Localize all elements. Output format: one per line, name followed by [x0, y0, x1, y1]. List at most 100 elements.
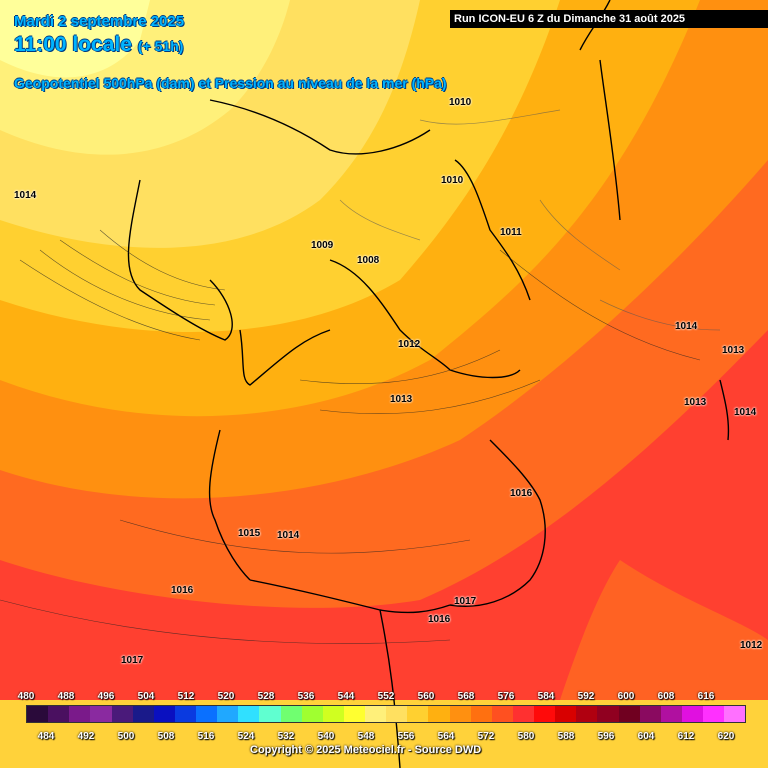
pressure-label: 1013: [684, 397, 707, 408]
legend-swatch: [343, 706, 365, 722]
legend-swatch: [69, 706, 91, 722]
legend-swatch: [449, 706, 471, 722]
legend-tick-bottom: 532: [277, 731, 295, 742]
legend-tick-bottom: 580: [517, 731, 535, 742]
legend-swatch: [322, 706, 344, 722]
legend-tick-top: 592: [577, 691, 595, 702]
legend-tick-bottom: 500: [117, 731, 135, 742]
pressure-label: 1016: [510, 488, 533, 499]
legend-tick-top: 528: [257, 691, 275, 702]
legend-swatch: [386, 706, 408, 722]
legend-tick-top: 608: [657, 691, 675, 702]
legend-swatch: [703, 706, 725, 722]
pressure-label: 1013: [390, 394, 413, 405]
legend-tick-bottom: 596: [597, 731, 615, 742]
legend-swatch: [280, 706, 302, 722]
legend-tick-top: 568: [457, 691, 475, 702]
legend-swatch: [365, 706, 387, 722]
legend-tick-bottom: 548: [357, 731, 375, 742]
legend-tick-top: 560: [417, 691, 435, 702]
legend-swatch: [470, 706, 492, 722]
legend-swatch: [491, 706, 513, 722]
pressure-label: 1014: [14, 190, 37, 201]
pressure-label: 1008: [357, 255, 380, 266]
pressure-label: 1014: [675, 321, 698, 332]
legend-swatch: [681, 706, 703, 722]
legend-tick-top: 504: [137, 691, 155, 702]
legend-tick-bottom: 492: [77, 731, 95, 742]
pressure-label: 1010: [441, 175, 464, 186]
legend-swatch: [724, 706, 746, 722]
legend-tick-top: 536: [297, 691, 315, 702]
map-time: 11:00 locale (+ 51h): [14, 33, 183, 57]
legend-tick-top: 544: [337, 691, 355, 702]
legend-tick-top: 576: [497, 691, 515, 702]
legend-tick-top: 512: [177, 691, 195, 702]
legend-tick-bottom: 564: [437, 731, 455, 742]
pressure-label: 1012: [740, 640, 763, 651]
color-legend: [26, 705, 746, 723]
run-banner: Run ICON-EU 6 Z du Dimanche 31 août 2025: [450, 10, 768, 28]
legend-swatch: [534, 706, 556, 722]
legend-tick-bottom: 604: [637, 731, 655, 742]
legend-tick-top: 480: [17, 691, 35, 702]
legend-tick-top: 552: [377, 691, 395, 702]
pressure-label: 1014: [734, 407, 757, 418]
local-time: 11:00 locale: [14, 33, 132, 56]
legend-swatch: [132, 706, 154, 722]
copyright: Copyright © 2025 Meteociel.fr - Source D…: [250, 744, 482, 756]
pressure-label: 1016: [428, 614, 451, 625]
legend-tick-top: 616: [697, 691, 715, 702]
legend-swatch: [259, 706, 281, 722]
legend-swatch: [196, 706, 218, 722]
legend-tick-bottom: 540: [317, 731, 335, 742]
legend-swatch: [618, 706, 640, 722]
legend-swatch: [153, 706, 175, 722]
pressure-label: 1012: [398, 339, 421, 350]
legend-swatch: [639, 706, 661, 722]
legend-swatch: [238, 706, 260, 722]
legend-swatch: [111, 706, 133, 722]
legend-swatch: [512, 706, 534, 722]
legend-tick-bottom: 484: [37, 731, 55, 742]
legend-tick-bottom: 508: [157, 731, 175, 742]
isobars: [0, 229, 701, 644]
legend-swatch: [48, 706, 70, 722]
legend-tick-top: 496: [97, 691, 115, 702]
legend-swatch: [597, 706, 619, 722]
legend-tick-bottom: 556: [397, 731, 415, 742]
legend-tick-bottom: 588: [557, 731, 575, 742]
pressure-label: 1017: [121, 655, 144, 666]
legend-swatch: [301, 706, 323, 722]
legend-swatch: [27, 706, 49, 722]
legend-swatch: [174, 706, 196, 722]
legend-tick-bottom: 572: [477, 731, 495, 742]
parameter-title: Geopotentiel 500hPa (dam) et Pression au…: [14, 75, 447, 91]
legend-swatch: [428, 706, 450, 722]
legend-swatch: [90, 706, 112, 722]
pressure-label: 1010: [449, 97, 472, 108]
pressure-label: 1013: [722, 345, 745, 356]
forecast-offset: (+ 51h): [137, 38, 184, 54]
pressure-label: 1009: [311, 240, 334, 251]
legend-tick-top: 520: [217, 691, 235, 702]
legend-tick-bottom: 620: [717, 731, 735, 742]
legend-tick-top: 488: [57, 691, 75, 702]
legend-swatch: [576, 706, 598, 722]
pressure-label: 1014: [277, 530, 300, 541]
legend-tick-bottom: 516: [197, 731, 215, 742]
legend-tick-top: 600: [617, 691, 635, 702]
legend-swatch: [660, 706, 682, 722]
legend-tick-bottom: 612: [677, 731, 695, 742]
pressure-label: 1017: [454, 596, 477, 607]
pressure-label: 1015: [238, 528, 261, 539]
legend-tick-top: 584: [537, 691, 555, 702]
legend-swatch: [555, 706, 577, 722]
borders: [339, 109, 721, 331]
legend-tick-bottom: 524: [237, 731, 255, 742]
pressure-label: 1011: [500, 227, 522, 238]
legend-swatch: [407, 706, 429, 722]
legend-swatch: [217, 706, 239, 722]
